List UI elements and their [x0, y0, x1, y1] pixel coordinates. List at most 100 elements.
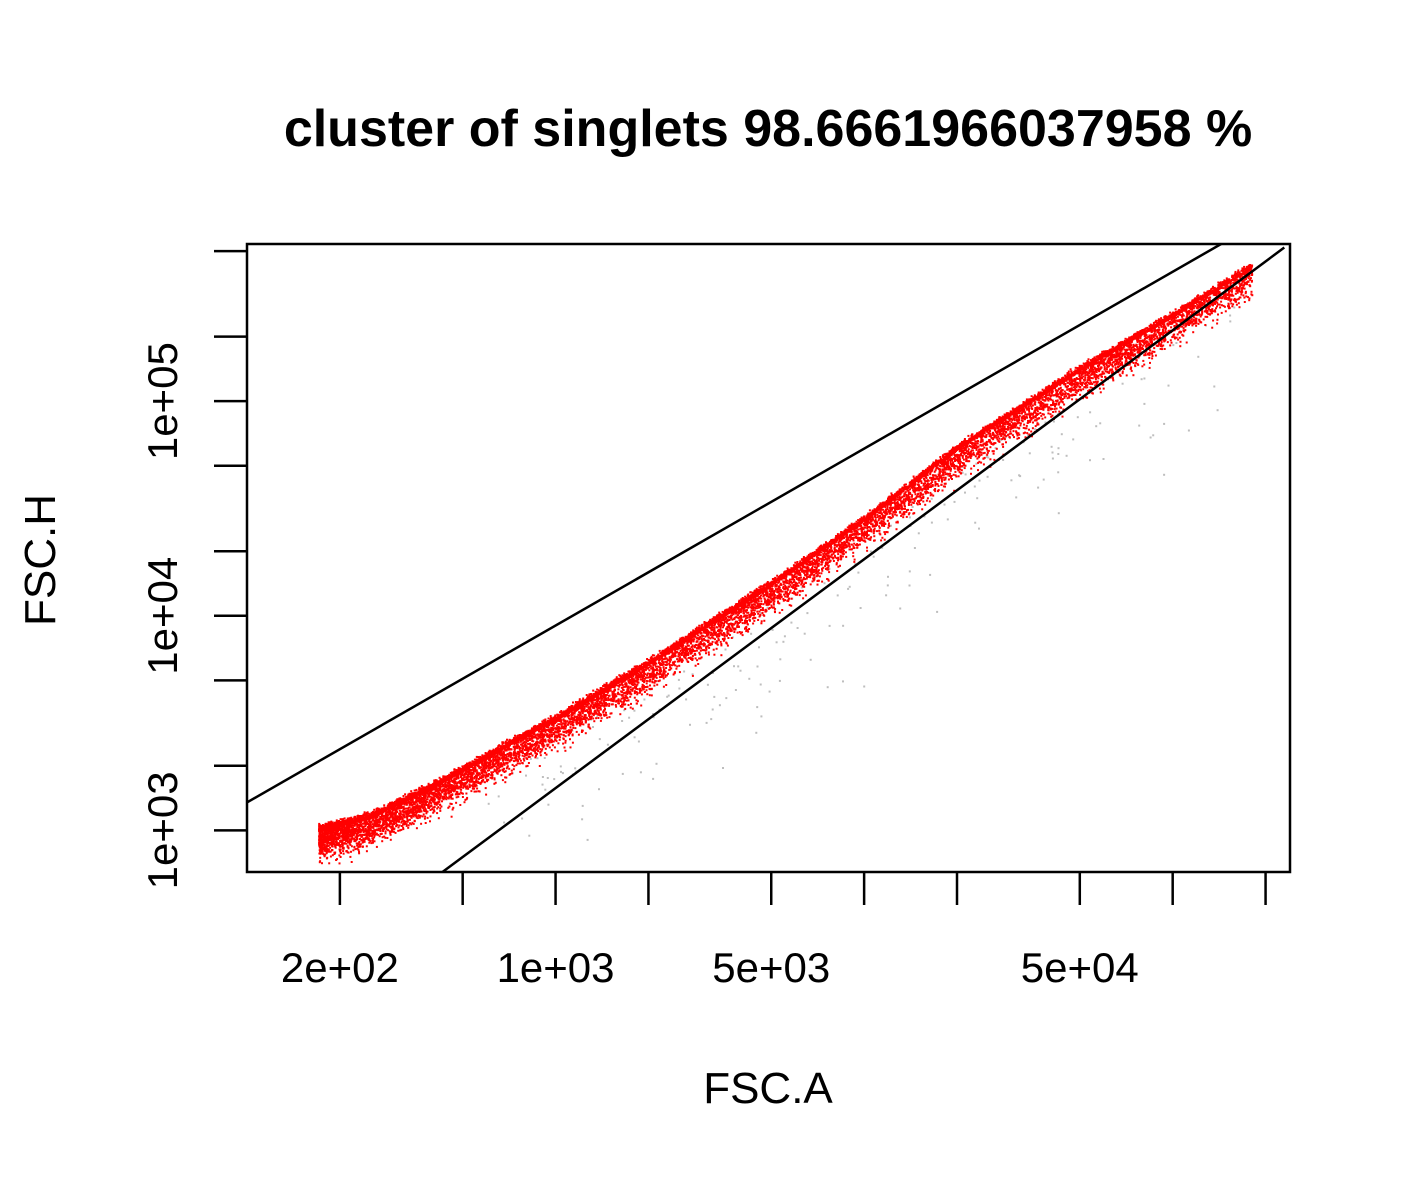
data-point [574, 767, 577, 770]
data-point [944, 463, 946, 466]
data-point [996, 433, 999, 436]
data-point [691, 655, 694, 657]
data-point [744, 619, 746, 622]
data-point [798, 565, 800, 568]
data-point [493, 754, 496, 757]
data-point [1099, 422, 1102, 425]
data-point [423, 799, 425, 802]
data-point [951, 459, 954, 462]
data-point [543, 757, 546, 759]
data-point [1051, 399, 1054, 402]
data-point [539, 748, 542, 751]
data-point [827, 579, 830, 582]
data-point [1076, 384, 1079, 387]
data-point [394, 822, 397, 825]
data-point [1058, 401, 1061, 404]
data-point [1204, 324, 1207, 326]
data-point [754, 596, 757, 599]
data-point [752, 614, 755, 616]
data-point [1154, 333, 1157, 336]
data-point [1014, 426, 1017, 429]
data-point [800, 586, 803, 589]
data-point [1216, 322, 1219, 325]
data-point [419, 797, 422, 800]
data-point [889, 517, 892, 520]
data-point [721, 610, 724, 613]
data-point [466, 773, 469, 776]
data-point [503, 821, 506, 824]
data-point [461, 772, 464, 775]
data-point [1037, 486, 1040, 489]
data-point [434, 795, 437, 798]
data-point [845, 544, 848, 547]
data-point [500, 774, 503, 777]
data-point [1222, 295, 1225, 298]
data-point [884, 506, 887, 509]
data-point [993, 458, 996, 461]
data-point [692, 629, 695, 632]
data-point [662, 658, 665, 661]
data-point [1136, 331, 1139, 334]
data-point [1143, 402, 1146, 405]
data-point [1038, 399, 1041, 402]
data-point [1019, 475, 1022, 478]
data-point [593, 712, 596, 715]
data-point [1220, 300, 1223, 303]
data-point [772, 603, 775, 606]
data-point [1093, 373, 1096, 375]
data-point [979, 448, 982, 451]
data-point [551, 744, 554, 747]
data-point [986, 475, 989, 478]
data-point [846, 526, 849, 529]
data-point [732, 613, 735, 616]
data-point [936, 477, 939, 480]
data-point [1045, 397, 1048, 400]
data-point [501, 743, 504, 746]
data-point [936, 610, 939, 613]
data-point [1094, 380, 1097, 383]
data-point [1051, 457, 1054, 460]
data-point [492, 771, 495, 774]
data-point [1214, 310, 1217, 313]
data-point [685, 698, 688, 701]
data-point [1149, 349, 1152, 352]
data-point [1030, 418, 1033, 421]
data-point [964, 491, 966, 494]
data-point [1036, 422, 1039, 425]
data-point [1123, 367, 1125, 370]
data-point [410, 816, 413, 819]
data-point [678, 664, 681, 667]
data-point [746, 616, 749, 619]
data-point [1143, 377, 1146, 380]
data-point [537, 746, 540, 749]
data-point [963, 453, 966, 456]
data-point [782, 598, 785, 600]
data-point [1127, 344, 1130, 347]
data-point [1072, 438, 1075, 441]
data-point [1216, 409, 1219, 412]
data-point [472, 780, 475, 783]
data-point [1080, 373, 1083, 376]
data-point [917, 500, 919, 503]
data-point [821, 580, 824, 583]
data-point [536, 757, 539, 760]
data-point [1040, 408, 1043, 411]
data-point [837, 559, 839, 562]
data-point [332, 831, 335, 834]
data-point [463, 801, 466, 804]
data-point [373, 808, 376, 811]
data-point [526, 737, 529, 740]
data-point [816, 574, 819, 577]
data-point [1092, 365, 1095, 368]
data-point [1087, 389, 1090, 392]
data-point [722, 767, 724, 769]
data-point [556, 736, 558, 739]
data-point [511, 757, 514, 760]
data-point [547, 803, 550, 806]
data-point [1240, 287, 1243, 290]
data-point [954, 474, 957, 477]
data-point [938, 472, 941, 475]
data-point [950, 457, 953, 460]
data-point [975, 462, 978, 465]
data-point [470, 790, 473, 793]
